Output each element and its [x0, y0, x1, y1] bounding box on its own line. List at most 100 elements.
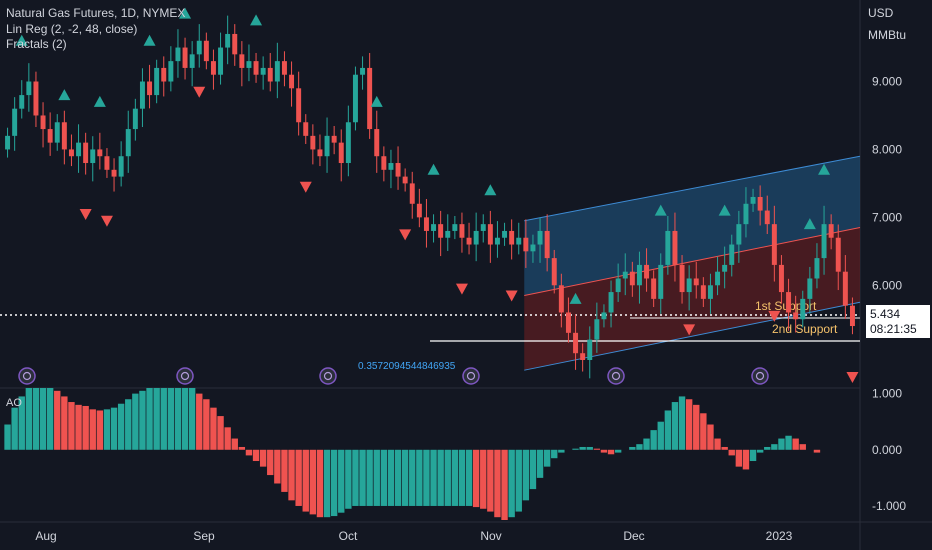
candle-body	[700, 285, 706, 299]
ao-bar	[515, 449, 522, 512]
linreg-upper-line	[524, 155, 861, 222]
ao-bar	[196, 393, 203, 450]
ao-bar	[181, 388, 189, 450]
fractal-down-marker	[846, 371, 859, 383]
candle-body	[771, 224, 777, 265]
low-value-label: 0.35720945448469​35	[358, 361, 456, 372]
time-tick-label: Oct	[339, 529, 358, 543]
candle-body	[310, 135, 316, 150]
fractal-up-marker	[484, 184, 497, 196]
ao-bar	[650, 430, 657, 450]
candle-body	[544, 230, 550, 259]
ao-bar	[11, 407, 18, 450]
ao-bar	[259, 449, 267, 467]
rollover-event-icon	[462, 367, 480, 385]
candle-body	[502, 230, 508, 238]
ao-bar	[61, 396, 68, 450]
candle-body	[296, 88, 302, 123]
ao-bar	[693, 404, 700, 450]
price-tick-label: 8.000	[872, 142, 902, 156]
candle-body	[594, 319, 600, 340]
ao-bar	[117, 403, 125, 450]
fractal-down-marker	[299, 181, 312, 193]
fractal-up-marker	[179, 7, 192, 19]
candle-body	[324, 135, 330, 157]
ao-bar	[487, 449, 494, 512]
ao-tick-label: -1.000	[872, 499, 906, 513]
ao-bar	[714, 438, 721, 450]
time-tick-label: 2023	[766, 529, 793, 543]
fractal-down-marker	[100, 215, 113, 227]
candle-body	[473, 230, 479, 245]
ao-bar	[799, 444, 806, 450]
candle-body	[480, 224, 486, 231]
ao-bar	[359, 449, 366, 506]
candle-body	[47, 129, 53, 143]
ao-bar	[508, 449, 515, 518]
candle-body	[253, 61, 259, 75]
candle-body	[530, 244, 536, 252]
candle-body	[615, 278, 621, 293]
ao-tick-label: 1.000	[872, 387, 902, 401]
ao-bar	[274, 449, 281, 484]
candle-body	[580, 353, 586, 360]
unit-label: MMBtu	[868, 28, 907, 42]
candle-body	[40, 115, 46, 130]
ao-bar	[39, 388, 47, 450]
ao-bar	[536, 449, 544, 478]
candle-body	[722, 264, 728, 272]
candle-body	[757, 196, 763, 211]
ao-bar	[671, 402, 679, 450]
candle-body	[61, 122, 67, 150]
ao-bar	[437, 449, 444, 506]
candle-body	[12, 108, 18, 136]
ao-bar	[139, 390, 146, 450]
candle-body	[438, 224, 444, 238]
linreg-mid-line	[524, 227, 861, 296]
candle-body	[715, 271, 721, 286]
candle-body	[665, 230, 671, 265]
ao-bar	[245, 449, 253, 456]
ao-bar	[125, 399, 132, 450]
fractal-up-marker	[143, 34, 156, 46]
indicator-linreg-label: Lin Reg (2, -2, 48, close)	[6, 22, 138, 36]
ao-bar	[558, 449, 565, 453]
rollover-event-icon-inner	[755, 371, 765, 381]
ao-bar	[302, 449, 309, 512]
fractal-down-marker	[79, 208, 92, 220]
ao-bar	[281, 449, 288, 492]
candle-body	[743, 203, 749, 225]
candle-body	[218, 47, 224, 75]
ao-bar	[792, 438, 799, 450]
candle-body	[125, 129, 131, 157]
candle-body	[154, 67, 160, 96]
candle-body	[764, 210, 770, 225]
indicator-fractals-label: Fractals (2)	[6, 37, 67, 51]
candle-body	[778, 264, 784, 293]
ao-bar	[572, 448, 579, 450]
ao-bar	[771, 444, 778, 450]
ao-bar	[643, 438, 650, 450]
time-tick-label: Sep	[193, 529, 215, 543]
candle-body	[814, 258, 820, 279]
rollover-event-icon	[751, 367, 769, 385]
rollover-event-icon	[607, 367, 625, 385]
candle-body	[388, 163, 394, 170]
ao-bar	[210, 407, 217, 450]
ao-bar	[352, 449, 359, 506]
ao-bar	[586, 446, 593, 450]
ao-bar	[231, 438, 238, 450]
candle-body	[281, 61, 287, 75]
candle-body	[842, 271, 848, 306]
ao-bar	[600, 449, 608, 453]
candle-body	[381, 156, 387, 170]
ao-bar	[387, 449, 395, 506]
ao-bar	[423, 449, 430, 506]
ao-bar	[764, 446, 771, 450]
candle-body	[509, 230, 515, 245]
ao-bar	[416, 449, 423, 506]
ao-bar	[89, 409, 96, 450]
candle-body	[651, 278, 657, 299]
ao-bar	[756, 449, 764, 453]
